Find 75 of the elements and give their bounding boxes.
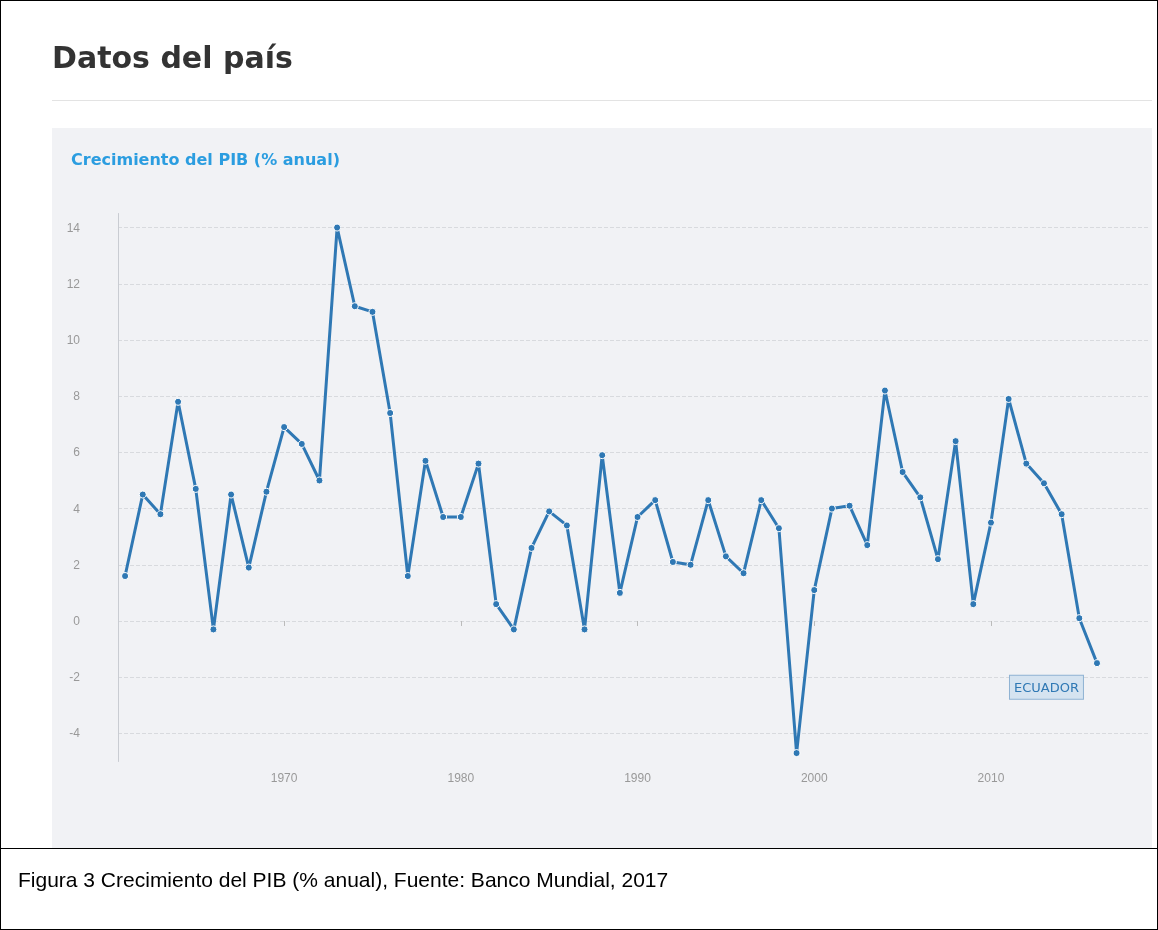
point bbox=[315, 476, 324, 485]
chart-subtitle: Crecimiento del PIB (% anual) bbox=[71, 149, 340, 169]
y-tick-label: 0 bbox=[73, 613, 81, 628]
point bbox=[721, 552, 730, 561]
x-tick-label: 2000 bbox=[800, 770, 828, 785]
point bbox=[933, 555, 942, 564]
point bbox=[227, 490, 236, 499]
point bbox=[456, 513, 465, 522]
y-tick-label: -2 bbox=[69, 670, 81, 685]
y-tick-label: 14 bbox=[66, 220, 81, 235]
point bbox=[845, 501, 854, 510]
point bbox=[615, 588, 624, 597]
point bbox=[350, 302, 359, 311]
y-tick-label: 6 bbox=[73, 445, 81, 460]
point bbox=[138, 490, 147, 499]
y-tick-label: 12 bbox=[66, 276, 81, 291]
chart-title: Datos del país bbox=[52, 40, 293, 75]
point bbox=[827, 504, 836, 513]
y-tick-label: 8 bbox=[73, 389, 81, 404]
point bbox=[492, 600, 501, 609]
point bbox=[280, 423, 289, 432]
point bbox=[1004, 394, 1013, 403]
point bbox=[916, 493, 925, 502]
point bbox=[509, 625, 518, 634]
point bbox=[333, 223, 342, 232]
point bbox=[951, 437, 960, 446]
point bbox=[704, 496, 713, 505]
point bbox=[562, 521, 571, 530]
point bbox=[1075, 614, 1084, 623]
point bbox=[880, 386, 889, 395]
point bbox=[1039, 479, 1048, 488]
point bbox=[598, 451, 607, 460]
point bbox=[156, 510, 165, 519]
point bbox=[651, 496, 660, 505]
point bbox=[297, 439, 306, 448]
point bbox=[898, 468, 907, 477]
point bbox=[244, 563, 253, 572]
x-tick-label: 1970 bbox=[270, 770, 298, 785]
point bbox=[757, 496, 766, 505]
point bbox=[1057, 510, 1066, 519]
point bbox=[1022, 459, 1031, 468]
x-tick-label: 1990 bbox=[624, 770, 652, 785]
point bbox=[863, 541, 872, 550]
point bbox=[386, 409, 395, 418]
point bbox=[439, 513, 448, 522]
point bbox=[368, 307, 377, 316]
point bbox=[739, 569, 748, 578]
point bbox=[209, 625, 218, 634]
point bbox=[686, 560, 695, 569]
point bbox=[121, 572, 130, 581]
point bbox=[792, 749, 801, 758]
point bbox=[774, 524, 783, 533]
point bbox=[403, 572, 412, 581]
point bbox=[580, 625, 589, 634]
point bbox=[1092, 659, 1101, 668]
x-tick-label: 2010 bbox=[977, 770, 1005, 785]
x-tick-label: 1980 bbox=[447, 770, 475, 785]
point bbox=[810, 586, 819, 595]
point bbox=[527, 543, 536, 552]
point bbox=[986, 518, 995, 527]
point bbox=[633, 513, 642, 522]
text: Figura 3 Crecimiento del PIB (% anual), Fuente: Banco Mundial, 2017 bbox=[18, 868, 669, 892]
point bbox=[191, 484, 200, 493]
point bbox=[262, 487, 271, 496]
point bbox=[421, 456, 430, 465]
point bbox=[969, 600, 978, 609]
point bbox=[668, 557, 677, 566]
y-tick-label: 4 bbox=[73, 501, 81, 516]
point bbox=[174, 397, 183, 406]
y-tick-label: 10 bbox=[66, 332, 81, 347]
y-tick-label: -4 bbox=[69, 726, 81, 741]
point bbox=[474, 459, 483, 468]
series-label: ECUADOR bbox=[1013, 679, 1079, 695]
y-tick-label: 2 bbox=[73, 557, 81, 572]
point bbox=[545, 507, 554, 516]
